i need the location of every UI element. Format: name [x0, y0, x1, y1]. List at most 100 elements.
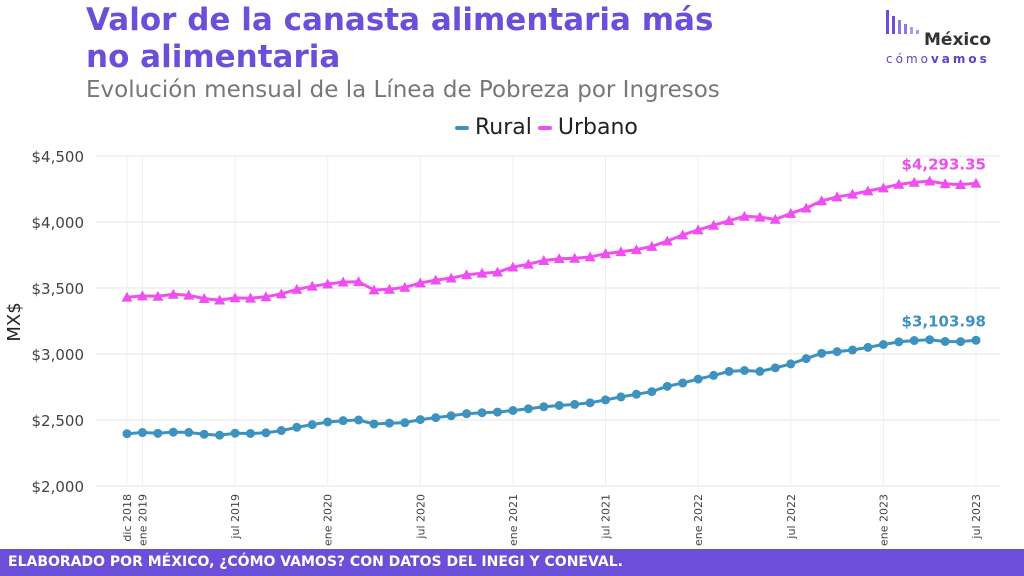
- data-point-rural: [616, 392, 626, 402]
- legend-label-urbano: Urbano: [557, 115, 638, 140]
- x-tick-label: ene 2021: [507, 494, 520, 546]
- x-tick-label: ene 2022: [692, 494, 705, 546]
- data-point-urbano: [553, 253, 565, 264]
- data-point-urbano: [877, 182, 889, 193]
- data-point-rural: [415, 415, 425, 425]
- data-point-rural: [878, 339, 888, 349]
- data-point-rural: [601, 395, 611, 405]
- data-point-rural: [848, 345, 858, 355]
- x-tick-label: jul 2022: [785, 494, 798, 540]
- data-point-urbano: [893, 178, 905, 189]
- data-point-rural: [168, 427, 178, 437]
- data-point-urbano: [383, 283, 395, 294]
- data-point-urbano: [198, 293, 210, 303]
- data-point-urbano: [816, 195, 828, 206]
- y-tick-label: $3,500: [32, 280, 85, 298]
- data-point-urbano: [955, 179, 967, 190]
- data-point-urbano: [677, 229, 689, 240]
- data-point-rural: [137, 428, 147, 438]
- x-tick-label: dic 2018: [121, 494, 134, 542]
- x-axis-ticks: dic 2018 ene 2019 jul 2019 ene 2020 jul 2020…: [121, 494, 983, 546]
- mexico-como-vamos-logo: México cómovamos: [880, 8, 1010, 68]
- data-point-urbano: [646, 240, 658, 251]
- data-point-rural: [446, 411, 456, 421]
- chart-legend: Rural Urbano: [455, 115, 644, 140]
- data-point-urbano: [723, 215, 735, 226]
- data-point-rural: [894, 337, 904, 347]
- line-chart: $2,000 $2,500 $3,000 $3,500 $4,000 $4,500 dic…: [4, 148, 1000, 546]
- data-point-urbano: [692, 224, 704, 235]
- data-point-urbano: [970, 177, 982, 188]
- data-point-rural: [755, 366, 765, 376]
- data-label-urbano: $4,293.35: [902, 155, 986, 173]
- x-tick-label: ene 2020: [322, 494, 335, 546]
- series-urbano: $4,293.35: [121, 155, 986, 305]
- data-point-urbano: [214, 294, 226, 305]
- data-point-urbano: [600, 248, 612, 259]
- x-tick-label: ene 2019: [136, 494, 149, 546]
- y-tick-label: $4,000: [32, 214, 85, 232]
- data-point-rural: [570, 399, 580, 409]
- y-tick-label: $3,000: [32, 346, 85, 364]
- data-point-urbano: [244, 292, 256, 303]
- series-rural: $3,103.98: [122, 312, 986, 440]
- data-point-rural: [832, 347, 842, 357]
- logo-brand: México: [924, 30, 991, 50]
- logo-sub-light: cómo: [886, 52, 931, 66]
- data-point-urbano: [738, 210, 750, 221]
- data-point-urbano: [661, 235, 673, 246]
- data-point-urbano: [615, 246, 627, 257]
- data-point-rural: [662, 381, 672, 391]
- x-tick-label: jul 2019: [229, 494, 242, 540]
- data-point-rural: [693, 374, 703, 384]
- data-point-urbano: [538, 255, 550, 265]
- data-point-urbano: [939, 178, 951, 189]
- legend-item-urbano: Urbano: [537, 115, 638, 140]
- data-point-rural: [739, 366, 749, 375]
- data-point-urbano: [183, 289, 195, 300]
- data-point-rural: [276, 426, 286, 436]
- chart-title-line1: Valor de la canasta alimentaria más: [86, 2, 714, 38]
- data-point-urbano: [507, 261, 519, 272]
- data-point-rural: [709, 370, 719, 380]
- data-point-rural: [323, 417, 333, 427]
- data-point-rural: [199, 429, 209, 439]
- data-point-urbano: [785, 207, 797, 218]
- data-label-rural: $3,103.98: [902, 312, 986, 330]
- data-point-urbano: [630, 244, 642, 255]
- data-point-rural: [508, 405, 518, 415]
- y-tick-label: $2,000: [32, 478, 85, 496]
- chart-subtitle: Evolución mensual de la Línea de Pobreza…: [86, 77, 720, 103]
- data-point-rural: [724, 366, 734, 376]
- data-point-rural: [462, 409, 472, 419]
- chart-series: $3,103.98 $4,293.35: [121, 155, 986, 440]
- data-point-urbano: [862, 185, 874, 196]
- data-point-rural: [261, 428, 271, 438]
- data-point-rural: [369, 419, 379, 429]
- data-point-urbano: [322, 278, 334, 289]
- data-point-rural: [647, 387, 657, 397]
- data-point-urbano: [522, 258, 534, 269]
- data-point-urbano: [414, 277, 426, 288]
- data-point-rural: [801, 354, 811, 364]
- data-point-urbano: [476, 267, 488, 278]
- logo-sub: cómovamos: [886, 52, 990, 66]
- data-point-rural: [292, 422, 302, 432]
- data-point-urbano: [584, 251, 596, 262]
- x-tick-label: jul 2023: [970, 494, 983, 540]
- legend-swatch-urbano: [537, 125, 552, 130]
- data-point-urbano: [353, 276, 365, 287]
- data-point-rural: [971, 335, 981, 345]
- footer-source: ELABORADO POR MÉXICO, ¿CÓMO VAMOS? CON D…: [0, 549, 1024, 576]
- data-point-rural: [770, 363, 780, 373]
- x-tick-label: ene 2023: [877, 494, 890, 546]
- data-point-urbano: [569, 252, 581, 263]
- legend-label-rural: Rural: [475, 115, 532, 140]
- y-axis-label: MX$: [4, 302, 25, 341]
- data-point-rural: [245, 428, 255, 438]
- legend-item-rural: Rural: [455, 115, 532, 140]
- data-point-rural: [184, 427, 194, 437]
- data-point-rural: [786, 359, 796, 369]
- data-point-urbano: [769, 213, 781, 224]
- data-point-urbano: [275, 288, 287, 299]
